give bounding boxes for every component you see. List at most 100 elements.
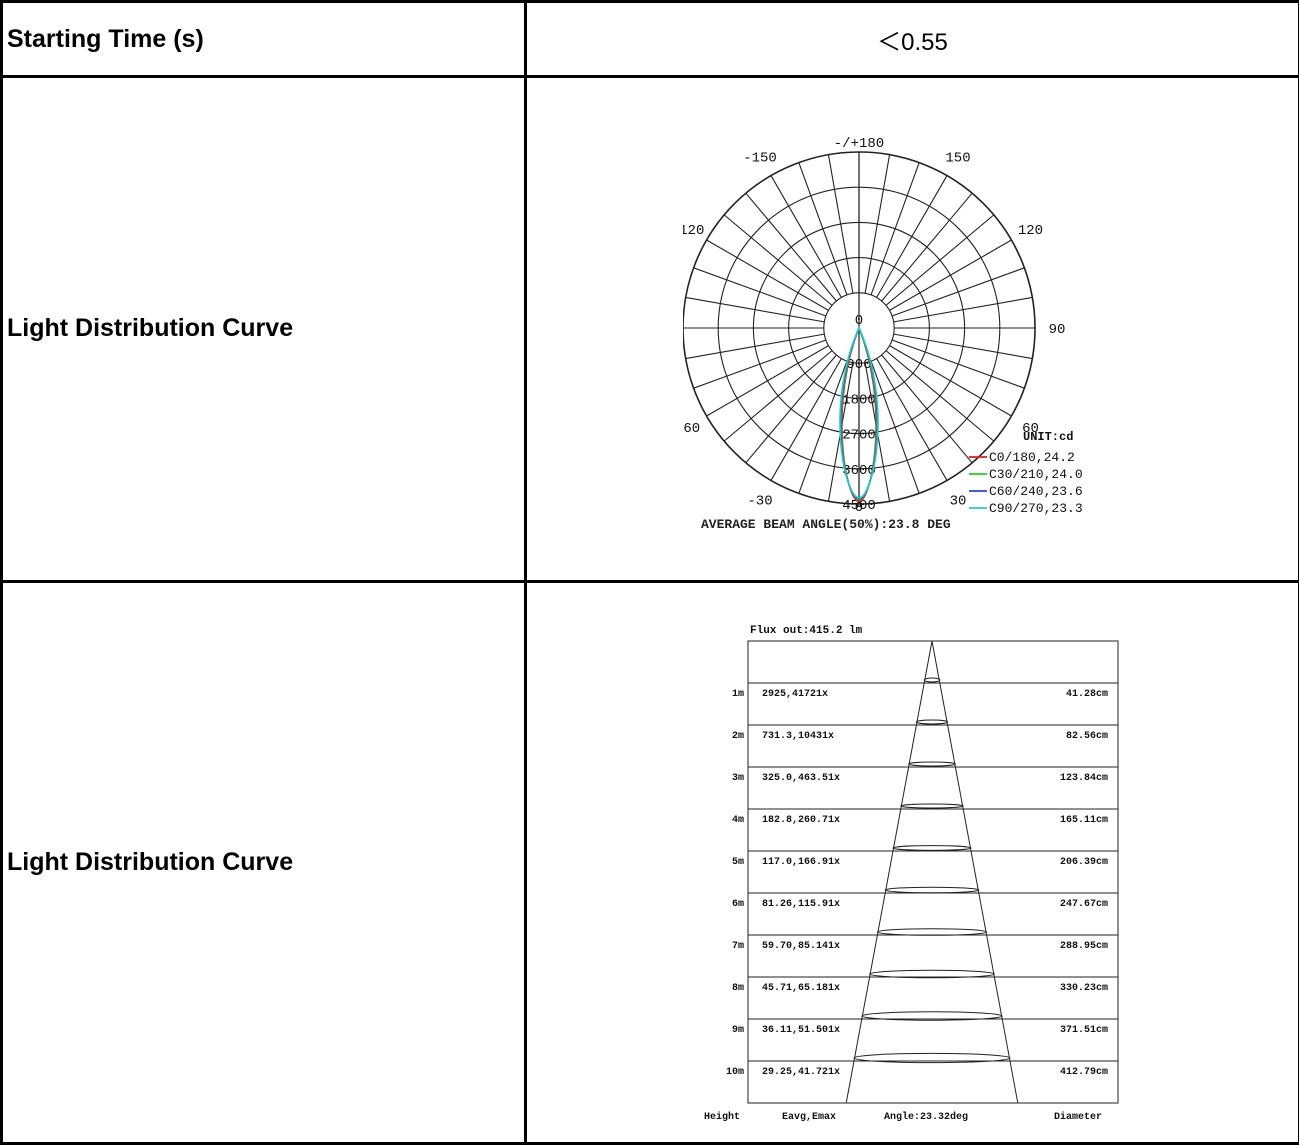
polar-angle-label: -30 (747, 493, 772, 509)
table-row: Light Distribution Curve -/+180 150 -150 12… (0, 75, 1299, 583)
illuminance-value: 182.8,260.71x (762, 815, 840, 826)
polar-radial-label: 1800 (842, 392, 876, 408)
polar-angle-label: 150 (945, 150, 970, 166)
polar-angle-label: -/+180 (833, 136, 883, 152)
height-label: 3m (731, 773, 743, 784)
row-label: Starting Time (s) (0, 0, 527, 79)
illuminance-value: 2925,41721x (762, 689, 828, 700)
diameter-value: 123.84cm (1059, 773, 1107, 784)
polar-grid-spoke (797, 360, 847, 494)
polar-series-curve (838, 325, 879, 499)
polar-angle-label: -150 (743, 150, 777, 166)
flux-output-label: Flux out:415.2 lm (750, 625, 863, 637)
beam-edge (931, 641, 1018, 1104)
height-label: 6m (731, 899, 743, 910)
beam-ellipse (853, 1053, 1010, 1064)
height-label: 8m (731, 983, 743, 994)
polar-grid-spoke (875, 175, 947, 298)
table-row: Starting Time (s) ＜0.55 (0, 0, 1299, 79)
illuminance-value: 29.25,41.721x (762, 1067, 840, 1078)
illuminance-value: 59.70,85.141x (762, 941, 840, 952)
polar-grid-spoke (893, 296, 1032, 323)
illuminance-value: 45.71,65.181x (762, 983, 840, 994)
diameter-value: 412.79cm (1059, 1067, 1107, 1078)
illuminance-value: 325.0,463.51x (762, 773, 840, 784)
cone-diagram-cell: Flux out:415.2 lm 1m 2925,41721x 41.28cm 2m 7… (524, 579, 1299, 1145)
polar-unit-label: UNIT:cd (1023, 430, 1073, 444)
polar-grid-spoke (891, 267, 1025, 317)
diameter-value: 371.51cm (1059, 1025, 1107, 1036)
polar-grid-spoke (864, 154, 890, 294)
polar-grid-spoke (870, 162, 920, 295)
polar-grid-spoke (770, 175, 842, 298)
polar-grid-spoke (744, 354, 837, 464)
polar-grid-spoke (685, 333, 824, 359)
polar-grid-spoke (692, 339, 826, 389)
polar-grid-spoke (797, 162, 847, 295)
beam-ellipse (899, 803, 964, 809)
polar-grid-spoke (685, 296, 824, 323)
polar-radial-label: 4500 (842, 498, 876, 514)
polar-grid-spoke (705, 344, 829, 417)
illuminance-value: 117.0,166.91x (762, 857, 840, 868)
diameter-value: 247.67cm (1059, 899, 1107, 910)
beam-ellipse (923, 677, 940, 683)
polar-angle-label: -60 (683, 421, 700, 437)
table-row: Light Distribution Curve Flux out:415.2 … (0, 579, 1299, 1145)
polar-grid-spoke (880, 354, 973, 464)
legend-entry: C60/240,23.6 (989, 484, 1083, 499)
diameter-value: 82.56cm (1065, 731, 1107, 742)
polar-angle-label: -120 (683, 223, 704, 239)
beam-ellipse (868, 970, 995, 979)
legend-entry: C30/210,24.0 (989, 467, 1083, 482)
beam-ellipse (876, 928, 987, 937)
diameter-value: 330.23cm (1059, 983, 1107, 994)
polar-grid-spoke (723, 350, 832, 442)
diameter-axis-label: Diameter (1054, 1111, 1102, 1123)
polar-grid-spoke (888, 344, 1012, 417)
diameter-value: 41.28cm (1065, 689, 1107, 700)
cone-frame (747, 640, 1118, 1104)
polar-grid-spoke (880, 192, 973, 302)
height-label: 10m (725, 1067, 743, 1078)
polar-grid-spoke (870, 360, 920, 494)
polar-diagram-cell: -/+180150-150120-12090-9060-6030-3000900… (524, 75, 1299, 583)
polar-grid-spoke (885, 350, 994, 442)
polar-grid-spoke (770, 358, 842, 481)
beam-ellipse (884, 886, 979, 894)
polar-radial-label: 900 (846, 357, 871, 373)
polar-grid-spoke (827, 154, 853, 294)
height-label: 2m (731, 731, 743, 742)
polar-angle-label: 120 (1017, 223, 1042, 239)
polar-light-distribution-diagram: -/+180150-150120-12090-9060-6030-3000900… (682, 136, 1083, 532)
beam-angle-label: Angle:23.32deg (884, 1111, 968, 1123)
height-label: 4m (731, 815, 743, 826)
height-label: 9m (731, 1025, 743, 1036)
diameter-value: 206.39cm (1059, 857, 1107, 868)
beam-edge (845, 641, 932, 1104)
polar-grid-spoke (705, 239, 829, 311)
polar-angle-label: 0 (854, 500, 862, 516)
polar-grid-spoke (891, 339, 1025, 389)
beam-ellipse (907, 761, 956, 767)
polar-angle-label: 30 (949, 493, 966, 509)
height-axis-label: Height (704, 1111, 740, 1123)
illuminance-cone-diagram: Flux out:415.2 lm 1m 2925,41721x 41.28cm 2m 7… (704, 625, 1118, 1123)
legend-entry: C0/180,24.2 (989, 450, 1075, 465)
polar-radial-label: 2700 (842, 427, 876, 443)
polar-grid-spoke (692, 267, 826, 317)
illuminance-value: 36.11,51.501x (762, 1025, 840, 1036)
illuminance-value: 731.3,10431x (762, 731, 834, 742)
beam-ellipse (915, 719, 948, 725)
starting-time-value: ＜0.55 (524, 0, 1299, 79)
polar-grid-spoke (723, 214, 832, 306)
illuminance-value: 81.26,115.91x (762, 899, 840, 910)
row-label: Light Distribution Curve (0, 579, 527, 1145)
polar-angle-label: 90 (1048, 322, 1065, 338)
beam-angle-caption: AVERAGE BEAM ANGLE(50%):23.8 DEG (701, 517, 951, 532)
polar-grid-spoke (885, 214, 994, 306)
diameter-value: 165.11cm (1059, 815, 1107, 826)
polar-grid-spoke (888, 239, 1012, 311)
polar-radial-label: 3600 (842, 463, 876, 479)
